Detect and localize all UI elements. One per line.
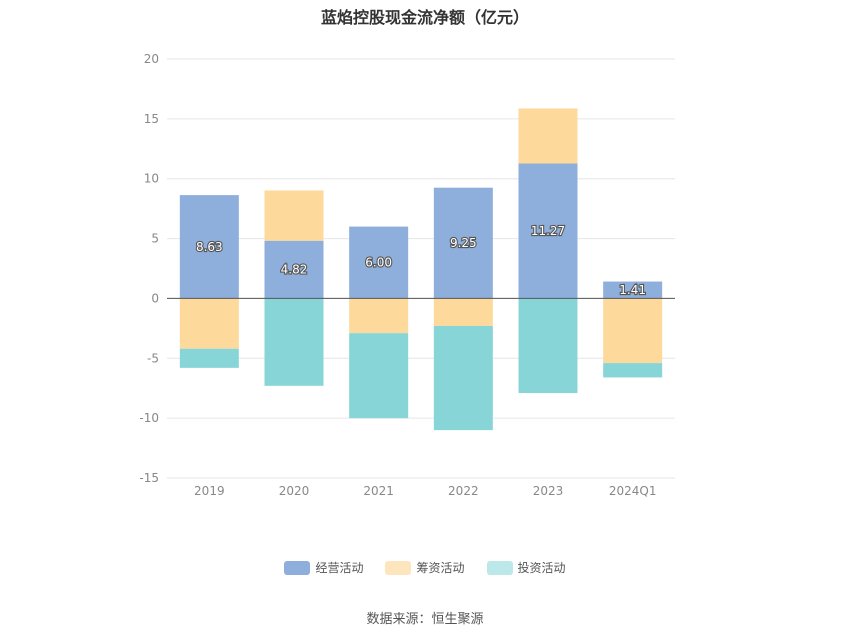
legend-label-financing: 筹资活动 [416,561,465,575]
source-note: 数据来源：恒生聚源 [366,612,484,627]
bar-0-2024Q1 [603,281,663,299]
y-tick-label: -10 [139,411,159,425]
data-label: 8.63 [196,240,223,254]
bar-1-2019 [179,298,239,349]
chart-title: 蓝焰控股现金流净额（亿元） [320,8,529,27]
y-tick-label: 0 [151,291,159,305]
y-tick-label: 5 [151,232,159,246]
bar-0-2020 [264,240,324,299]
x-tick-label: 2020 [279,484,310,498]
bar-2-2019 [179,348,239,368]
legend: 经营活动 筹资活动 投资活动 [0,559,850,576]
bar-0-2021 [349,226,409,299]
legend-item-operating[interactable]: 经营活动 [284,559,363,576]
bar-0-2022 [433,187,493,299]
legend-swatch-operating [284,560,311,575]
data-label: 6.00 [365,256,392,270]
chart-svg: -15 -10 -5 0 5 10 15 20 8.63 2019 4.82 2020 6.00 2021… [139,52,675,498]
x-tick-label: 2021 [363,484,394,498]
data-label: 4.82 [281,263,308,277]
legend-swatch-financing [385,560,412,575]
data-label: 9.25 [450,236,477,250]
x-tick-label: 2024Q1 [609,484,657,498]
data-label: 11.27 [531,224,565,238]
y-tick-label: -15 [139,471,159,485]
legend-swatch-investing [486,560,513,575]
bar-1-2021 [349,298,409,334]
bar-2-2022 [433,325,493,431]
legend-label-investing: 投资活动 [517,561,566,575]
bar-1-2024Q1 [603,298,663,364]
y-tick-label: -5 [147,351,159,365]
bar-2-2020 [264,298,324,386]
bar-2-2023 [518,298,578,394]
bar-0-2023 [518,163,578,299]
y-tick-label: 15 [144,112,159,126]
bar-2-2024Q1 [603,363,663,378]
y-tick-label: 10 [144,172,159,186]
bar-1-2022 [433,298,493,326]
x-tick-label: 2023 [533,484,564,498]
bar-2-2021 [349,333,409,419]
legend-item-investing[interactable]: 投资活动 [486,559,566,576]
bar-0-2019 [179,195,239,299]
x-tick-label: 2022 [448,484,479,498]
legend-label-operating: 经营活动 [315,561,364,575]
x-tick-label: 2019 [194,484,225,498]
y-tick-label: 20 [144,52,159,66]
bar-1-2020 [264,190,324,241]
data-label: 1.41 [619,283,646,297]
bar-1-2023 [518,108,578,164]
legend-item-financing[interactable]: 筹资活动 [385,559,465,576]
